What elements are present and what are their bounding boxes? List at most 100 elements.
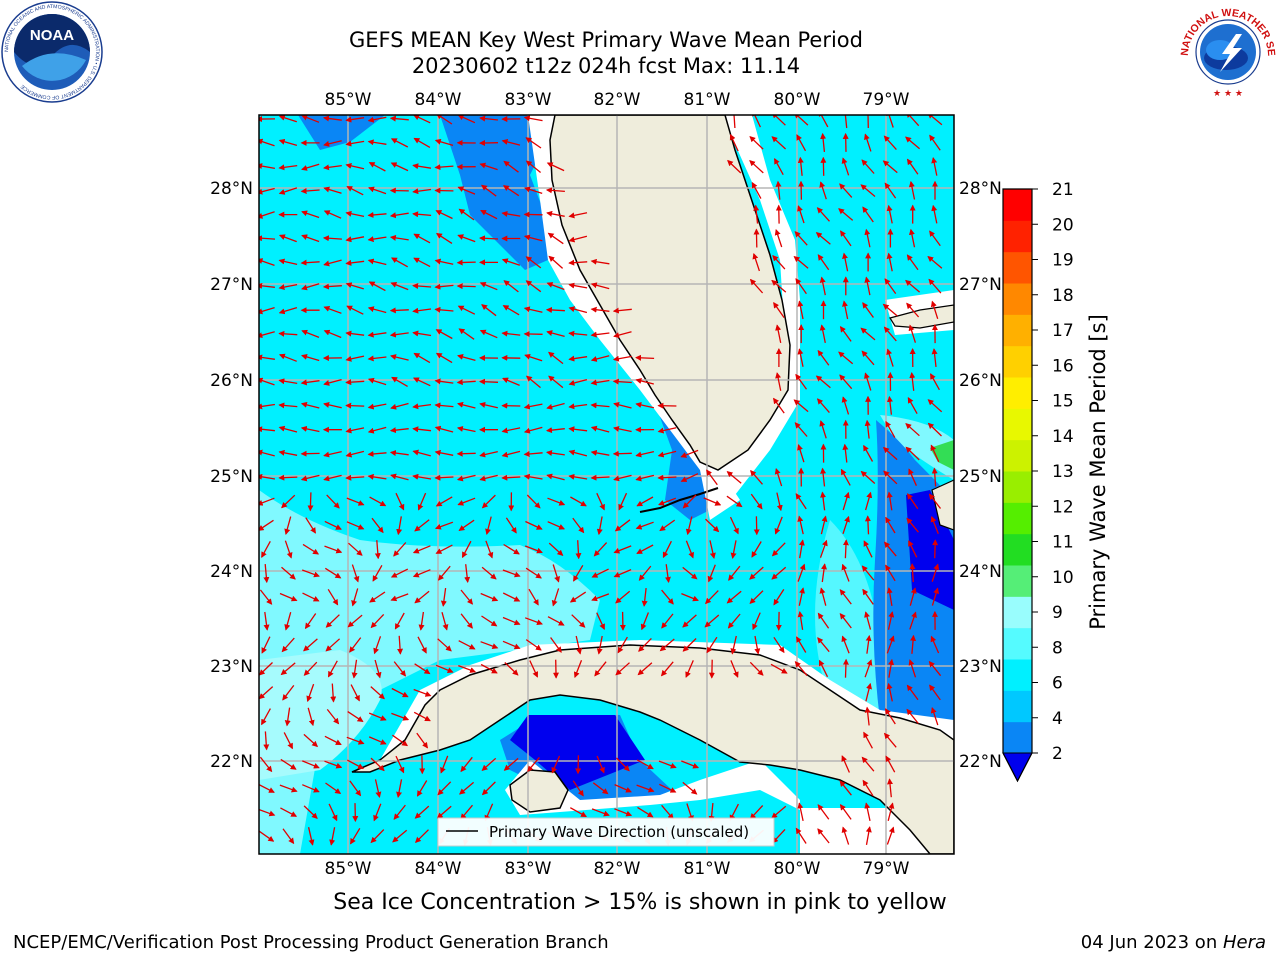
wave-direction-arrow	[303, 805, 318, 819]
wave-direction-arrow	[416, 732, 428, 749]
wave-direction-arrow	[773, 301, 785, 318]
wave-direction-arrow	[838, 208, 854, 221]
wave-direction-arrow	[345, 450, 365, 458]
wave-direction-arrow	[351, 564, 360, 583]
wave-direction-arrow	[525, 280, 542, 293]
wave-direction-arrow	[842, 443, 849, 463]
wave-direction-arrow	[392, 734, 409, 747]
wave-direction-arrow	[278, 164, 298, 171]
wave-direction-arrow	[681, 592, 699, 602]
wave-direction-arrow	[793, 255, 809, 269]
wave-direction-arrow	[635, 354, 655, 361]
wave-direction-arrow	[887, 611, 895, 630]
wave-direction-arrow	[259, 377, 275, 386]
wave-direction-arrow	[323, 164, 342, 171]
wave-direction-arrow	[659, 638, 675, 652]
wave-direction-arrow	[703, 497, 722, 506]
wave-direction-arrow	[661, 589, 674, 605]
wave-direction-arrow	[547, 616, 565, 626]
wave-direction-arrow	[568, 426, 588, 433]
wave-direction-arrow	[885, 420, 896, 438]
wave-direction-arrow	[261, 636, 271, 654]
wave-direction-arrow	[753, 204, 760, 224]
wave-direction-arrow	[524, 186, 543, 195]
wave-direction-arrows	[259, 115, 943, 846]
wave-direction-arrow	[435, 233, 453, 244]
wave-direction-arrow	[345, 259, 365, 266]
wave-direction-arrow	[568, 355, 588, 362]
wave-direction-arrow	[685, 660, 694, 678]
wave-direction-arrow	[888, 658, 895, 678]
wave-direction-arrow	[886, 348, 894, 367]
wave-direction-arrow	[819, 587, 827, 606]
wave-direction-arrow	[368, 281, 386, 292]
wave-direction-arrow	[860, 184, 876, 197]
wave-direction-arrow	[931, 563, 940, 582]
wave-direction-arrow	[594, 661, 607, 677]
wave-direction-arrow	[547, 497, 566, 506]
wave-direction-arrow	[705, 518, 720, 533]
wave-direction-arrow	[259, 426, 275, 433]
wave-direction-arrow	[306, 683, 315, 703]
wave-direction-arrow	[839, 183, 853, 198]
lon-label-top: 83°W	[505, 90, 552, 110]
wave-direction-arrow	[327, 588, 339, 606]
wave-direction-arrow	[636, 496, 654, 507]
wave-direction-arrow	[863, 731, 873, 749]
wave-direction-arrow	[345, 330, 365, 337]
wave-direction-arrow	[503, 543, 520, 555]
wave-direction-arrow	[905, 423, 920, 437]
wave-direction-arrow	[480, 663, 498, 674]
colorbar-band	[1003, 314, 1032, 347]
wave-direction-arrow	[302, 592, 320, 602]
wave-direction-arrow	[704, 614, 720, 628]
wave-direction-arrow	[773, 397, 785, 414]
wave-direction-arrow	[818, 659, 829, 678]
wave-direction-arrow	[817, 804, 830, 820]
wave-direction-arrow	[661, 804, 674, 820]
wave-direction-arrow	[368, 712, 387, 721]
wave-direction-arrow	[479, 450, 498, 458]
wave-direction-arrow	[501, 330, 521, 337]
wave-direction-arrow	[280, 758, 297, 770]
wave-direction-arrow	[324, 735, 342, 746]
wave-direction-arrow	[546, 162, 565, 172]
wave-direction-arrow	[637, 806, 654, 818]
wave-direction-arrow	[886, 682, 893, 702]
wave-direction-arrow	[348, 542, 363, 556]
wave-direction-arrow	[865, 826, 872, 846]
wave-direction-arrow	[928, 493, 942, 509]
wave-direction-arrow	[307, 827, 315, 846]
colorbar-band	[1003, 471, 1032, 503]
wave-direction-arrow	[864, 659, 873, 678]
wave-direction-arrow	[775, 372, 782, 391]
wave-direction-arrow	[572, 780, 584, 797]
wave-direction-arrow	[390, 473, 409, 481]
wave-direction-arrow	[456, 283, 476, 290]
wave-direction-arrow	[389, 307, 409, 314]
florida-peninsula	[549, 115, 791, 471]
noaa-logo: NOAA NATIONAL OCEANIC AND ATMOSPHERIC AD…	[1, 1, 103, 103]
legend-label: Primary Wave Direction (unscaled)	[489, 823, 749, 841]
wave-direction-arrow	[390, 593, 409, 602]
wave-direction-arrow	[322, 235, 342, 242]
wave-direction-arrow	[931, 204, 938, 224]
colorbar-tick-label: 6	[1052, 674, 1063, 694]
lat-label-right: 26°N	[959, 371, 1002, 391]
wave-direction-arrow	[505, 517, 517, 534]
wave-direction-arrow	[906, 708, 919, 724]
wave-direction-arrow	[573, 564, 584, 582]
wave-direction-arrow	[797, 515, 804, 535]
wave-direction-arrow	[662, 540, 672, 559]
wave-direction-arrow	[909, 372, 916, 391]
wave-direction-arrow	[771, 805, 787, 819]
lon-label-top: 84°W	[415, 90, 462, 110]
wave-direction-arrow	[434, 474, 454, 481]
wave-direction-arrow	[590, 379, 610, 386]
wave-direction-arrow	[479, 401, 498, 409]
wave-direction-arrow	[931, 157, 938, 176]
wave-direction-arrow	[456, 379, 476, 386]
wave-direction-arrow	[261, 708, 271, 726]
wave-direction-arrow	[797, 611, 804, 630]
wave-direction-arrow	[637, 662, 653, 676]
